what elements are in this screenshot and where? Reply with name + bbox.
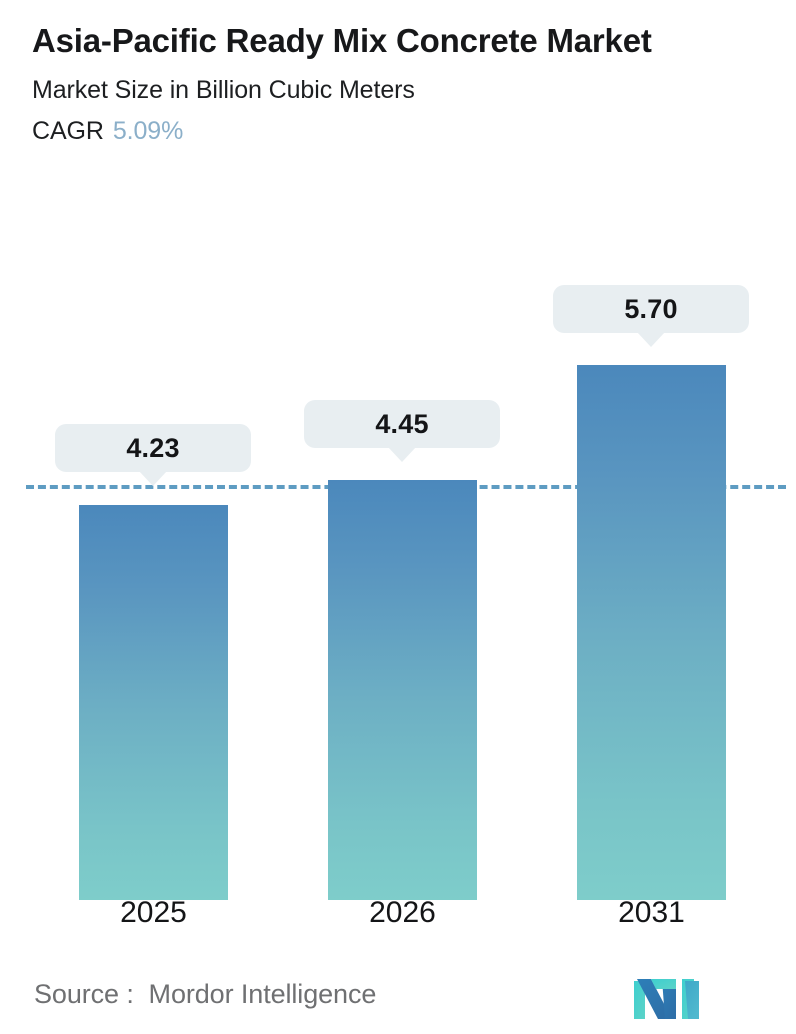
x-axis-label-2031: 2031 (618, 896, 685, 929)
page-title: Asia-Pacific Ready Mix Concrete Market (32, 22, 652, 59)
cagr-value: 5.09% (112, 117, 184, 146)
mordor-intelligence-logo-icon (632, 975, 708, 1025)
plot-area: 4.23 2025 4.45 2026 5.70 2031 (26, 285, 786, 929)
bar-2026[interactable] (328, 480, 477, 900)
bar-2031[interactable] (577, 365, 726, 900)
cagr-row: CAGR 5.09% (32, 105, 692, 146)
source-attribution: Source : Mordor Intelligence (34, 979, 377, 1009)
chart-header: Asia-Pacific Ready Mix Concrete Market M… (32, 22, 692, 146)
bar-2025[interactable] (79, 505, 228, 900)
x-axis-label-2025: 2025 (120, 896, 187, 929)
cagr-label: CAGR (32, 117, 104, 146)
chart-footer: Source : Mordor Intelligence (0, 975, 796, 1034)
bar-value-label-2025: 4.23 (55, 424, 251, 486)
bar-value-label-2026: 4.45 (304, 400, 500, 462)
chart-subtitle: Market Size in Billion Cubic Meters (32, 76, 415, 105)
x-axis-label-2026: 2026 (369, 896, 436, 929)
bar-value-label-2031: 5.70 (553, 285, 749, 347)
